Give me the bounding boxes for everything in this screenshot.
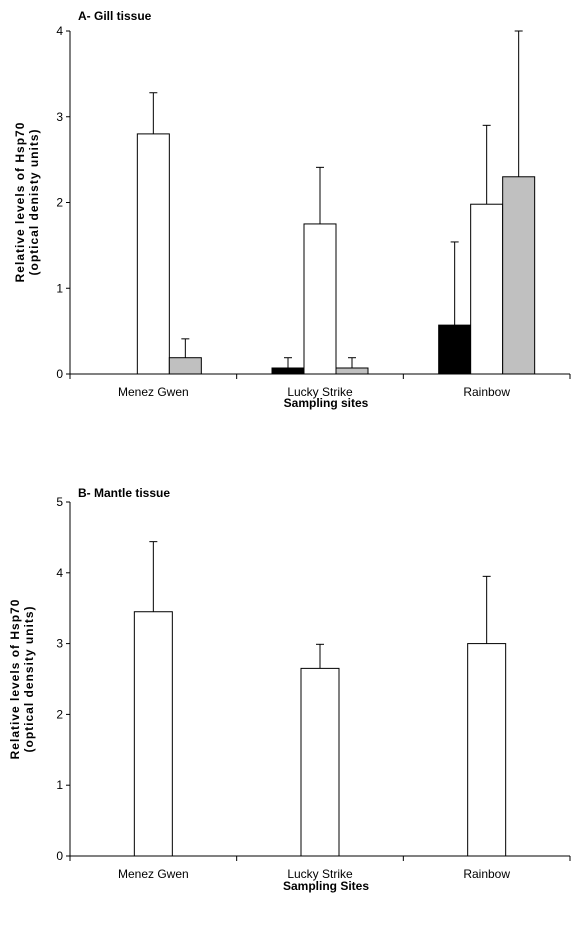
bar <box>470 203 504 375</box>
x-tick-label: Rainbow <box>463 385 510 399</box>
bar <box>335 367 369 375</box>
bar <box>438 324 472 375</box>
bar <box>133 611 173 857</box>
y-axis-label-line2: (optical denisty units) <box>27 128 41 275</box>
y-tick-label: 4 <box>56 566 63 580</box>
y-tick-label: 1 <box>56 778 63 792</box>
y-tick-label: 2 <box>56 707 63 721</box>
y-tick-label: 0 <box>56 849 63 863</box>
y-tick-label: 1 <box>56 281 63 295</box>
bar <box>502 176 536 375</box>
plot-area: 0 1 2 3 4 Menez Gwen Lucky Strike Rainbow <box>56 24 571 399</box>
bar <box>136 133 170 375</box>
x-tick-label: Menez Gwen <box>118 385 189 399</box>
bar <box>303 223 337 375</box>
mantle-tissue-chart: B- Mantle tissue Relative levels of Hsp7… <box>8 486 571 893</box>
bar <box>300 667 340 857</box>
y-axis-label-line1: Relative levels of Hsp70 <box>8 599 22 760</box>
x-axis-label: Sampling Sites <box>283 879 369 893</box>
bar <box>168 357 202 375</box>
chart-title: A- Gill tissue <box>78 9 152 23</box>
bar <box>467 643 507 857</box>
x-axis-label: Sampling sites <box>284 396 369 410</box>
x-tick-label: Lucky Strike <box>287 867 353 881</box>
y-tick-label: 3 <box>56 637 63 651</box>
y-tick-label: 3 <box>56 110 63 124</box>
y-axis-label-line2: (optical density units) <box>22 605 36 752</box>
x-tick-label: Lucky Strike <box>287 385 353 399</box>
y-tick-label: 0 <box>56 367 63 381</box>
plot-area: 0 1 2 3 4 5 Menez Gwen Lucky Strike Rainbow <box>56 495 571 881</box>
chart-title: B- Mantle tissue <box>78 486 170 500</box>
y-tick-label: 4 <box>56 24 63 38</box>
y-tick-label: 2 <box>56 196 63 210</box>
x-tick-label: Menez Gwen <box>118 867 189 881</box>
x-tick-label: Rainbow <box>463 867 510 881</box>
y-axis-label-line1: Relative levels of Hsp70 <box>13 122 27 283</box>
y-tick-label: 5 <box>56 495 63 509</box>
bar <box>271 367 305 375</box>
gill-tissue-chart: A- Gill tissue Relative levels of Hsp70 … <box>13 9 571 410</box>
